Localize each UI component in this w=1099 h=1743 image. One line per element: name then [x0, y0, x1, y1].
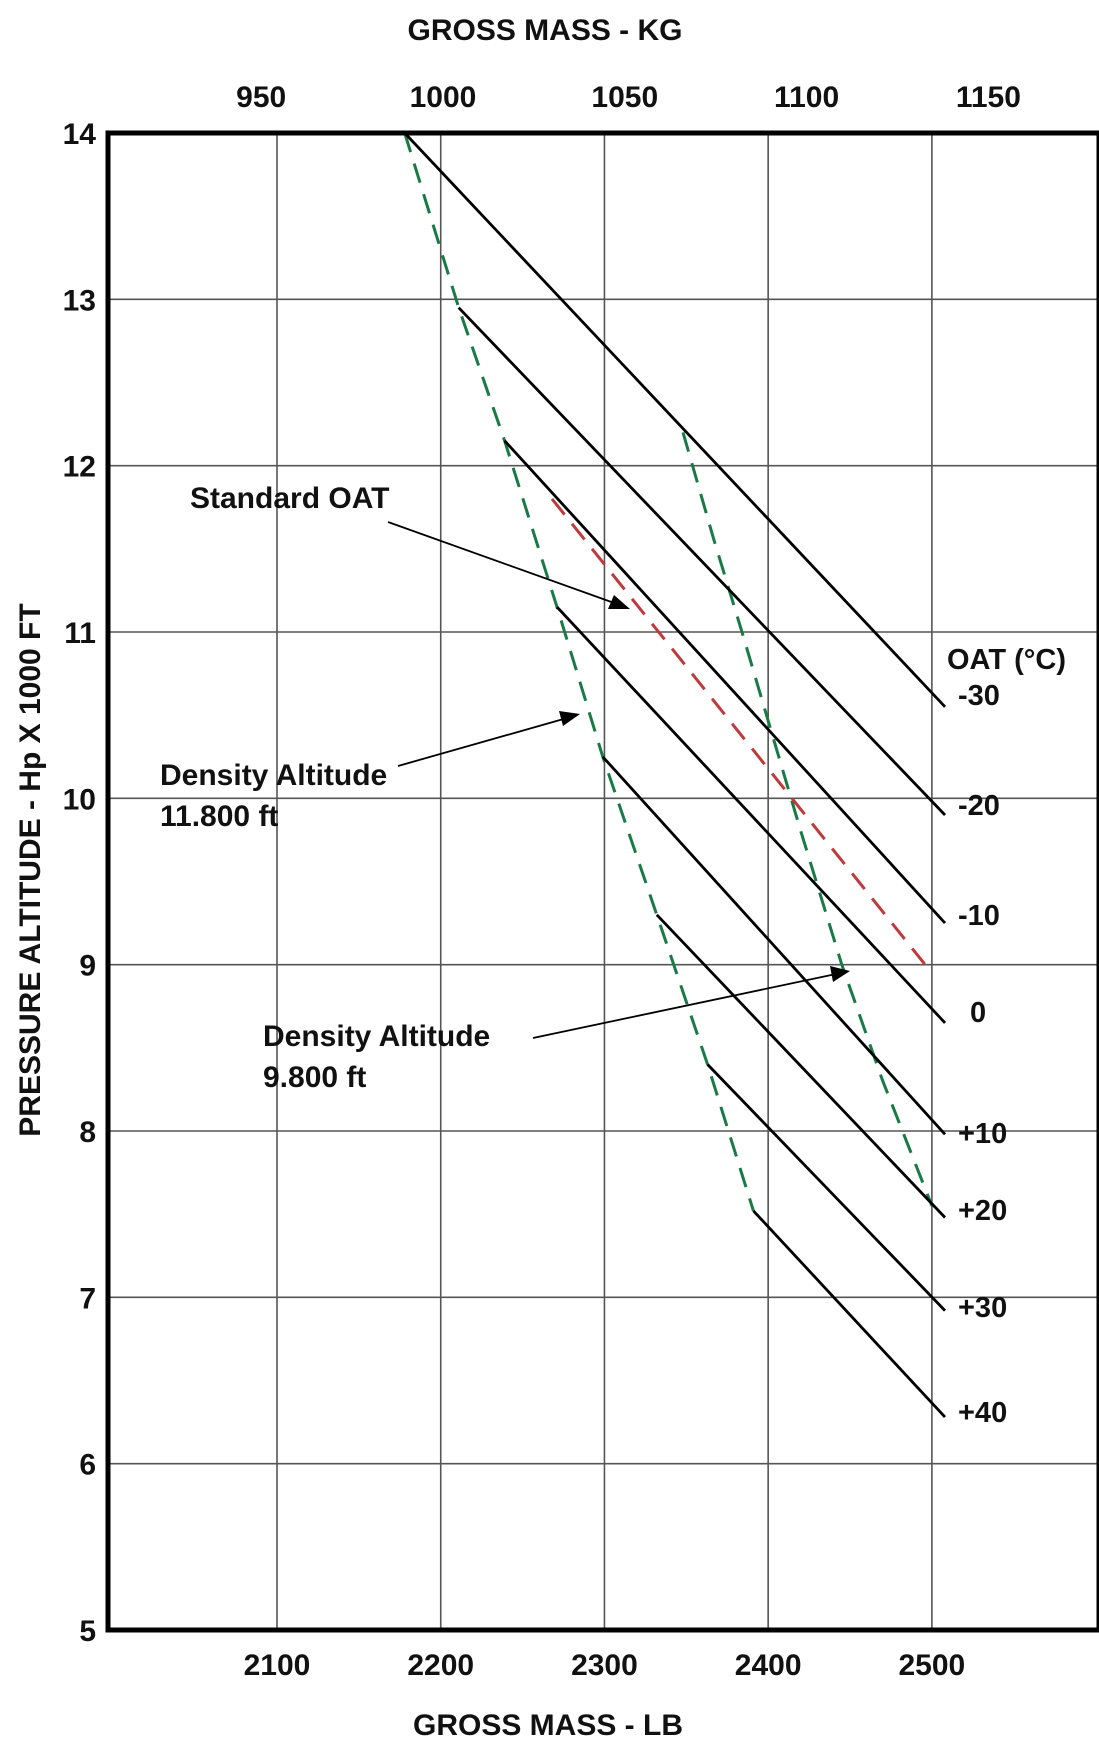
- grid-lines: [108, 133, 1099, 1630]
- oat-line-plus30: [706, 1063, 947, 1312]
- kg-tick-label: 1150: [956, 81, 1021, 114]
- y-tick-label: 10: [63, 783, 96, 816]
- density-altitude-lower-label: Density Altitude: [263, 1020, 490, 1053]
- oat-label: -30: [958, 680, 1000, 712]
- y-tick-label: 9: [79, 950, 96, 983]
- x-tick-label: 2500: [899, 1649, 966, 1682]
- oat-legend-title: OAT (°C): [947, 644, 1066, 676]
- kg-tick-label: 1000: [410, 81, 477, 114]
- oat-line-plus40: [752, 1209, 947, 1419]
- oat-labels: -30 -20 -10 0 +10 +20 +30 +40: [958, 680, 1007, 1429]
- x-tick-label: 2400: [735, 1649, 802, 1682]
- density-altitude-upper-label: Density Altitude: [160, 759, 387, 792]
- oat-line-minus20: [457, 306, 947, 816]
- kg-tick-label: 950: [236, 81, 286, 114]
- oat-label: +10: [958, 1118, 1007, 1150]
- y-tick-label: 13: [63, 284, 96, 317]
- x-tick-label: 2100: [244, 1649, 311, 1682]
- oat-label: +30: [958, 1292, 1007, 1324]
- x-axis-title: GROSS MASS - LB: [413, 1709, 683, 1742]
- y-tick-label: 14: [63, 118, 97, 151]
- x-tick-label: 2300: [571, 1649, 638, 1682]
- density-altitude-upper-arrow: [397, 717, 568, 767]
- density-altitude-upper-arrowhead: [559, 711, 580, 726]
- oat-label: +40: [958, 1397, 1007, 1429]
- oat-label: 0: [970, 997, 986, 1029]
- standard-oat-line: [550, 497, 934, 974]
- oat-label: -10: [958, 900, 1000, 932]
- oat-line-minus10: [503, 439, 947, 925]
- series-lines: [403, 132, 947, 1419]
- oat-line-minus30: [403, 132, 947, 708]
- plot-frame: [105, 130, 1099, 1633]
- standard-oat-arrowhead: [608, 595, 630, 609]
- standard-oat-label: Standard OAT: [190, 482, 389, 515]
- density-altitude-lower-arrow: [532, 973, 837, 1039]
- y-axis-title: PRESSURE ALTITUDE - Hp X 1000 FT: [14, 603, 47, 1136]
- density-altitude-line: [681, 431, 934, 1207]
- density-altitude-lower-arrowhead: [830, 966, 850, 982]
- y-tick-label: 5: [79, 1615, 96, 1648]
- y-tick-label: 7: [79, 1282, 96, 1315]
- y-tick-label: 12: [63, 451, 96, 484]
- density-altitude-line: [403, 132, 755, 1212]
- kg-tick-label: 1050: [591, 81, 658, 114]
- standard-oat-arrow: [387, 521, 618, 605]
- x-tick-label: 2200: [407, 1649, 474, 1682]
- top-axis-title: GROSS MASS - KG: [407, 14, 682, 47]
- oat-label: +20: [958, 1195, 1007, 1227]
- oat-label: -20: [958, 790, 1000, 822]
- density-altitude-upper-value: 11.800 ft: [160, 800, 278, 833]
- kg-tick-label: 1100: [774, 81, 839, 114]
- y-tick-label: 6: [79, 1449, 96, 1482]
- oat-line-0: [555, 606, 947, 1024]
- y-tick-label: 8: [79, 1116, 96, 1149]
- oat-line-plus20: [655, 913, 947, 1219]
- density-altitude-lower-value: 9.800 ft: [263, 1061, 366, 1094]
- annotations: Standard OAT Density Altitude 11.800 ft …: [160, 482, 850, 1094]
- oat-line-plus10: [601, 755, 947, 1136]
- tick-labels: 5 6 7 8 9 10 11 12 13 14 2100 2200 2300 2400 2500 950 10…: [63, 81, 1021, 1682]
- y-tick-label: 11: [64, 617, 96, 650]
